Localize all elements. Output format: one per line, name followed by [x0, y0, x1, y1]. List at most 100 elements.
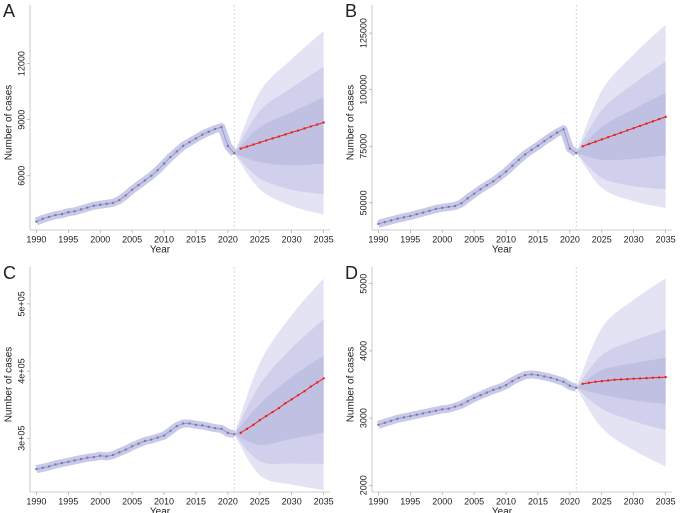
data-point: [645, 376, 648, 380]
x-tick-label: 2015: [528, 234, 548, 244]
data-point: [264, 139, 268, 142]
data-point: [638, 377, 642, 380]
data-point: [389, 419, 393, 422]
data-point: [543, 139, 546, 143]
data-point: [428, 209, 431, 212]
x-tick-label: 2020: [218, 496, 238, 506]
data-point: [150, 174, 153, 177]
data-point: [421, 211, 425, 214]
data-point: [626, 377, 629, 381]
data-point: [252, 143, 255, 146]
x-tick-label: 1990: [26, 496, 46, 506]
y-tick-label: 2000: [358, 475, 368, 495]
data-point: [664, 115, 667, 119]
data-point: [226, 431, 230, 435]
data-point: [555, 131, 559, 134]
data-point: [517, 376, 521, 379]
data-point: [460, 403, 463, 406]
data-point: [523, 153, 527, 156]
data-point: [35, 467, 38, 471]
data-point: [536, 144, 540, 148]
x-tick-label: 2015: [186, 496, 206, 506]
data-point: [86, 206, 89, 209]
data-point: [645, 122, 648, 125]
data-point: [377, 423, 380, 427]
data-point: [651, 120, 655, 123]
data-point: [35, 220, 38, 223]
data-point: [137, 183, 140, 187]
data-point: [316, 123, 319, 126]
data-point: [434, 409, 438, 412]
data-point: [271, 137, 274, 140]
data-point: [434, 207, 438, 211]
data-point: [530, 373, 533, 376]
forecast-band: [576, 357, 666, 404]
x-tick-label: 2010: [154, 496, 174, 506]
x-tick-label: 2030: [282, 496, 302, 506]
data-point: [277, 135, 281, 138]
data-point: [619, 131, 623, 134]
data-point: [284, 133, 287, 136]
data-point: [150, 438, 153, 441]
x-tick-label: 2025: [250, 234, 270, 244]
data-point: [309, 385, 313, 388]
data-point: [377, 222, 380, 226]
data-point: [124, 448, 127, 451]
y-tick-label: 3000: [358, 408, 368, 428]
data-point: [562, 128, 565, 131]
data-point: [137, 442, 140, 445]
data-point: [175, 424, 179, 428]
data-point: [396, 217, 399, 220]
data-point: [581, 145, 584, 148]
data-point: [111, 453, 115, 457]
data-point: [271, 410, 274, 414]
data-point: [226, 144, 230, 148]
data-point: [245, 145, 249, 148]
y-tick-label: 6000: [16, 166, 26, 186]
x-tick-label: 2020: [560, 496, 580, 506]
x-axis-label: Year: [492, 507, 513, 513]
y-tick-label: 125000: [358, 18, 368, 48]
x-tick-label: 2005: [122, 496, 142, 506]
data-point: [188, 422, 191, 425]
x-tick-label: 1990: [26, 234, 46, 244]
series-line: [36, 126, 235, 223]
data-point: [92, 455, 96, 459]
data-point: [201, 424, 204, 427]
x-tick-label: 2015: [186, 234, 206, 244]
data-point: [511, 379, 514, 383]
panel-label: B: [345, 1, 357, 21]
data-point: [245, 427, 249, 431]
data-point: [575, 151, 578, 155]
x-tick-label: 2000: [432, 496, 452, 506]
data-point: [79, 208, 83, 211]
data-point: [220, 427, 223, 431]
data-point: [517, 158, 521, 162]
data-point: [613, 378, 616, 381]
x-tick-label: 2005: [464, 234, 484, 244]
data-point: [555, 378, 559, 381]
data-point: [606, 379, 610, 382]
x-tick-label: 2035: [314, 234, 334, 244]
data-point: [421, 412, 425, 415]
x-tick-label: 2035: [314, 496, 334, 506]
data-point: [118, 198, 121, 202]
data-point: [453, 204, 457, 208]
x-tick-label: 2005: [464, 496, 484, 506]
data-point: [587, 142, 591, 146]
data-point: [415, 212, 418, 216]
data-point: [213, 426, 217, 430]
data-point: [613, 133, 616, 137]
data-point: [162, 162, 166, 165]
x-tick-label: 2035: [656, 234, 676, 244]
series-line: [240, 378, 324, 434]
data-point: [213, 127, 217, 131]
data-point: [504, 383, 508, 387]
data-point: [632, 126, 635, 130]
data-point: [479, 394, 482, 397]
y-axis-label: Number of cases: [4, 85, 15, 161]
data-point: [600, 379, 603, 383]
forecast-band: [234, 97, 324, 166]
x-tick-label: 2035: [656, 496, 676, 506]
